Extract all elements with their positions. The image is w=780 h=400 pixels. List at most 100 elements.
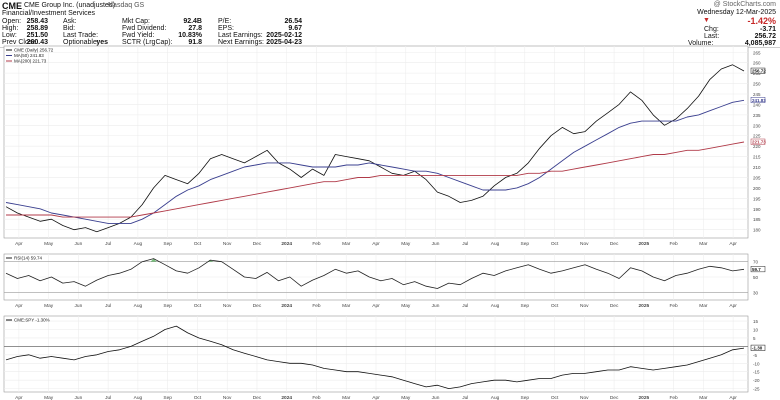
- rsi-legend: RSI(14) 59.74: [14, 256, 43, 261]
- price-y-tick-label: 215: [753, 155, 761, 160]
- price-x-tick-label: Oct: [551, 241, 559, 247]
- price-y-tick-label: 245: [753, 92, 761, 97]
- rsi-last-value-label: 59.7: [752, 267, 761, 272]
- rsi-series-0: [5, 258, 745, 289]
- volume-label: Volume:: [688, 40, 714, 47]
- price-y-tick-label: 200: [753, 186, 761, 191]
- rsi-x-tick-label: Aug: [491, 303, 500, 309]
- chg-value: -3.71: [760, 26, 776, 33]
- col1-value-3: 260.43: [26, 39, 48, 46]
- price-x-tick-label: Mar: [342, 241, 351, 247]
- col1-label-2: Low:: [2, 32, 17, 39]
- price-y-tick-label: 220: [753, 144, 761, 149]
- col1-value-1: 258.89: [26, 25, 48, 32]
- relative-x-tick-label: Jul: [462, 395, 468, 400]
- relative-x-tick-label: Jun: [432, 395, 440, 400]
- relative-x-tick-label: Apr: [729, 395, 737, 400]
- rsi-x-tick-label: Dec: [253, 303, 262, 309]
- exchange-name: Nasdaq GS: [108, 2, 145, 9]
- rsi-x-tick-label: Apr: [372, 303, 380, 309]
- rsi-y-tick-label: 70: [753, 260, 759, 265]
- relative-x-tick-label: Feb: [669, 395, 678, 400]
- price-x-tick-label: Dec: [610, 241, 619, 247]
- change-percent: -1.42%: [747, 16, 776, 26]
- relative-last-value-box: [750, 344, 766, 351]
- quote-date: Wednesday 12-Mar-2025: [697, 9, 776, 16]
- price-x-tick-label: Jun: [432, 241, 440, 247]
- col3-value-0: 92.4B: [183, 18, 202, 25]
- rsi-x-tick-label: Sep: [163, 303, 172, 309]
- price-last-value-label: 221.73: [752, 140, 766, 145]
- col1-value-2: 251.50: [26, 32, 48, 39]
- rsi-x-tick-label: Mar: [699, 303, 708, 309]
- price-x-tick-label: Nov: [223, 241, 232, 247]
- legend-entry: CME (Daily) 256.72: [14, 48, 54, 53]
- relative-x-tick-label: Jul: [105, 395, 111, 400]
- col2-label-2: Last Trade:: [63, 32, 99, 39]
- col2-value-3: yes: [96, 39, 108, 46]
- price-y-tick-label: 190: [753, 207, 761, 212]
- rsi-x-tick-label: Sep: [521, 303, 530, 309]
- rsi-x-tick-label: Jun: [75, 303, 83, 309]
- price-x-tick-label: Apr: [15, 241, 23, 247]
- price-x-tick-label: Sep: [521, 241, 530, 247]
- rsi-x-tick-label: Jul: [105, 303, 111, 309]
- rsi-x-tick-label: Apr: [729, 303, 737, 309]
- col4-value-3: 2025-04-23: [266, 39, 302, 46]
- rsi-x-tick-label: Mar: [342, 303, 351, 309]
- price-x-tick-label: Mar: [699, 241, 708, 247]
- price-x-tick-label: Jun: [75, 241, 83, 247]
- company-name: CME Group Inc. (unadjusted): [24, 2, 116, 9]
- col4-value-0: 26.54: [284, 18, 302, 25]
- price-x-tick-label: Oct: [194, 241, 202, 247]
- price-x-tick-label: 2025: [639, 241, 650, 247]
- relative-x-tick-label: Nov: [580, 395, 589, 400]
- price-x-tick-label: Jul: [105, 241, 111, 247]
- col3-value-1: 27.8: [188, 25, 202, 32]
- price-last-value-box: [750, 97, 766, 104]
- rsi-x-tick-label: Apr: [15, 303, 23, 309]
- rsi-x-tick-label: Dec: [610, 303, 619, 309]
- col3-label-1: Fwd Dividend:: [122, 25, 167, 32]
- col3-label-3: SCTR (LrgCap):: [122, 39, 173, 46]
- col4-label-1: EPS:: [218, 25, 234, 32]
- relative-x-tick-label: May: [44, 395, 54, 400]
- relative-last-value-label: -1.30: [752, 346, 763, 351]
- price-x-tick-label: May: [44, 241, 54, 247]
- last-label: Last:: [704, 33, 720, 40]
- relative-x-tick-label: Apr: [372, 395, 380, 400]
- relative-x-tick-label: Dec: [253, 395, 262, 400]
- col2-label-3: Optionable:: [63, 39, 99, 46]
- price-y-tick-label: 230: [753, 123, 761, 128]
- col3-label-0: Mkt Cap:: [122, 18, 151, 25]
- price-x-tick-label: Feb: [312, 241, 321, 247]
- col4-label-0: P/E:: [218, 18, 232, 25]
- rsi-x-tick-label: May: [401, 303, 411, 309]
- rsi-x-tick-label: Nov: [580, 303, 589, 309]
- price-y-tick-label: 205: [753, 175, 761, 180]
- relative-x-tick-label: Oct: [551, 395, 559, 400]
- relative-x-tick-label: Sep: [163, 395, 172, 400]
- col4-value-2: 2025-02-12: [266, 32, 302, 39]
- rsi-x-tick-label: Jun: [432, 303, 440, 309]
- rsi-last-value-box: [750, 266, 766, 273]
- price-series-1: [5, 99, 745, 224]
- price-y-tick-label: 240: [753, 102, 761, 107]
- rsi-x-tick-label: May: [44, 303, 54, 309]
- col2-label-1: Bid:: [63, 25, 76, 32]
- rsi-x-tick-label: Aug: [134, 303, 143, 309]
- relative-y-tick-label: 15: [753, 319, 759, 324]
- rsi-x-tick-label: Jul: [462, 303, 468, 309]
- sector-name: Financial/Investment Services: [2, 10, 95, 17]
- price-y-tick-label: 265: [753, 50, 761, 55]
- price-x-tick-label: Dec: [253, 241, 262, 247]
- price-x-tick-label: 2024: [281, 241, 292, 247]
- relative-y-tick-label: 10: [753, 328, 759, 333]
- ticker-symbol: CME: [2, 1, 22, 11]
- relative-y-tick-label: -20: [753, 378, 760, 383]
- price-y-tick-label: 250: [753, 82, 761, 87]
- relative-x-tick-label: Aug: [491, 395, 500, 400]
- price-y-tick-label: 195: [753, 196, 761, 201]
- price-y-tick-label: 180: [753, 228, 761, 233]
- relative-y-tick-label: -15: [753, 370, 760, 375]
